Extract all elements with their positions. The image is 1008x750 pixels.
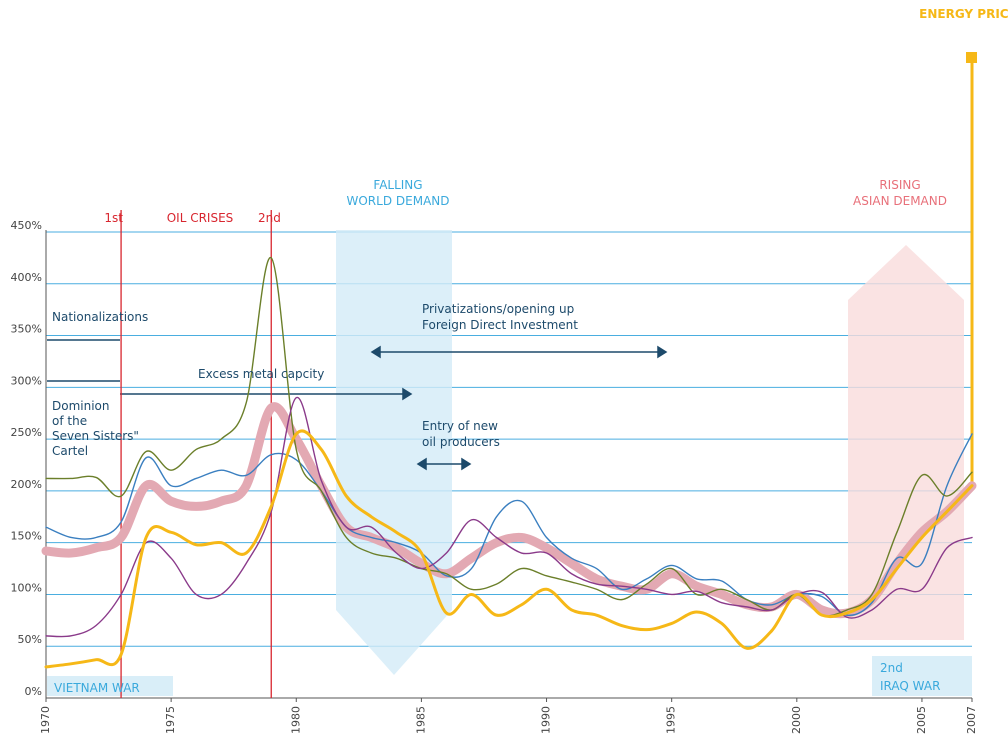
y-tick-label: 150% — [11, 530, 42, 543]
annotation: OIL CRISES — [167, 211, 234, 225]
vietnam-box — [47, 676, 173, 696]
x-tick-label: 2005 — [915, 706, 928, 734]
x-tick-label: 2007 — [965, 706, 978, 734]
x-tick-label: 1970 — [39, 706, 52, 734]
annotation: Excess metal capcity — [198, 367, 324, 381]
x-tick-label: 1995 — [665, 706, 678, 734]
annotation-line: Foreign Direct Investment — [422, 318, 578, 332]
annotation-line: 2nd — [258, 211, 281, 225]
series-line — [44, 429, 974, 669]
y-tick-label: 400% — [11, 271, 42, 284]
annotation-line: Entry of new — [422, 419, 498, 433]
x-tick-label: 1975 — [164, 706, 177, 734]
x-tick-label: 1980 — [289, 706, 302, 734]
x-tick-label: 1990 — [540, 706, 553, 734]
annotation-line: IRAQ WAR — [880, 679, 940, 693]
annotation-line: 2nd — [880, 661, 903, 675]
annotation: VIETNAM WAR — [54, 681, 140, 695]
y-tick-label: 450% — [11, 219, 42, 232]
annotation: Privatizations/opening up Foreign Direct … — [422, 302, 578, 332]
x-tick-label: 1985 — [414, 706, 427, 734]
annotation: RISING ASIAN DEMAND — [853, 178, 947, 208]
annotation: 2nd — [258, 211, 281, 225]
arrows — [47, 339, 668, 471]
annotation: Entry of new oil producers — [422, 419, 500, 449]
y-tick-label: 300% — [11, 374, 42, 387]
y-tick-label: 100% — [11, 581, 42, 594]
annotation: Dominion of the Seven Sisters" Cartel — [52, 399, 139, 458]
annotation-line: of the — [52, 414, 87, 428]
annotation-line: Nationalizations — [52, 310, 148, 324]
series-line — [41, 402, 977, 619]
y-tick-label: 250% — [11, 426, 42, 439]
x-tick-label: 2000 — [790, 706, 803, 734]
annotation: FALLING WORLD DEMAND — [347, 178, 450, 208]
annotation-line: oil producers — [422, 435, 500, 449]
annotation-line: RISING — [879, 178, 920, 192]
rising-demand-arrow — [848, 245, 964, 640]
legend-energy: ENERGY PRICE — [919, 7, 1008, 21]
annotation-line: OIL CRISES — [167, 211, 234, 225]
annotation-line: 1st — [104, 211, 123, 225]
y-tick-label: 50% — [18, 633, 42, 646]
annotation-line: Privatizations/opening up — [422, 302, 574, 316]
annotation-line: Cartel — [52, 444, 88, 458]
y-tick-label: 0% — [25, 685, 42, 698]
y-tick-label: 350% — [11, 323, 42, 336]
iraq-box — [872, 656, 972, 696]
series-line — [45, 396, 973, 638]
annotation-line: ASIAN DEMAND — [853, 194, 947, 208]
annotation-line: VIETNAM WAR — [54, 681, 140, 695]
annotation: 1st — [104, 211, 123, 225]
energy-axis-marker — [966, 52, 977, 63]
series-line — [45, 433, 973, 617]
annotation-line: FALLING — [373, 178, 422, 192]
annotation-line: Seven Sisters" — [52, 429, 139, 443]
y-tick-label: 200% — [11, 478, 42, 491]
annotation-line: WORLD DEMAND — [347, 194, 450, 208]
annotation: Nationalizations — [52, 310, 148, 324]
annotation-line: Dominion — [52, 399, 110, 413]
annotation: 2nd IRAQ WAR — [880, 661, 940, 693]
annotation-line: Excess metal capcity — [198, 367, 324, 381]
falling-demand-arrow — [336, 230, 452, 675]
